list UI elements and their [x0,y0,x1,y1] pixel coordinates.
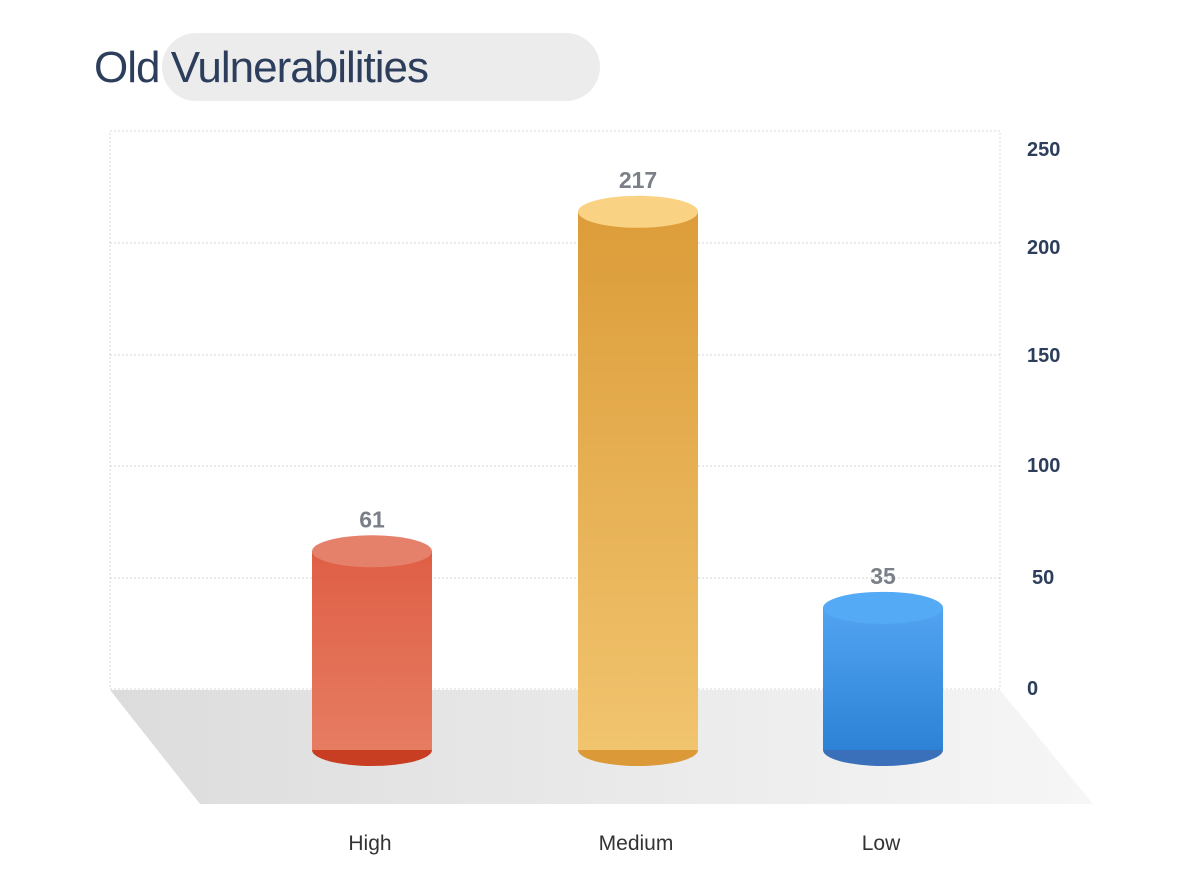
data-label: 35 [870,563,896,589]
bar-high [312,535,432,766]
data-label: 61 [359,506,385,532]
bar-body [823,607,943,750]
title-pill-background [162,33,600,101]
bar-top [312,535,432,568]
x-tick-label: Low [862,832,901,855]
chart-title: Old Vulnerabilities [94,43,429,92]
bar-top [578,195,698,228]
bar-medium [578,195,698,766]
bar-low [823,591,943,766]
bar-top [823,591,943,624]
plot-area-frame [109,130,1001,690]
y-tick-label: 150 [1027,345,1060,367]
bar-body [578,211,698,751]
bar-body [312,551,432,750]
y-tick-label: 200 [1027,237,1060,259]
y-tick-label: 100 [1027,455,1060,477]
y-tick-label: 250 [1027,139,1060,161]
y-tick-label: 0 [1027,678,1038,700]
x-tick-label: High [348,832,391,855]
x-tick-label: Medium [599,832,674,855]
data-label: 217 [619,167,657,193]
y-tick-label: 50 [1032,567,1054,589]
